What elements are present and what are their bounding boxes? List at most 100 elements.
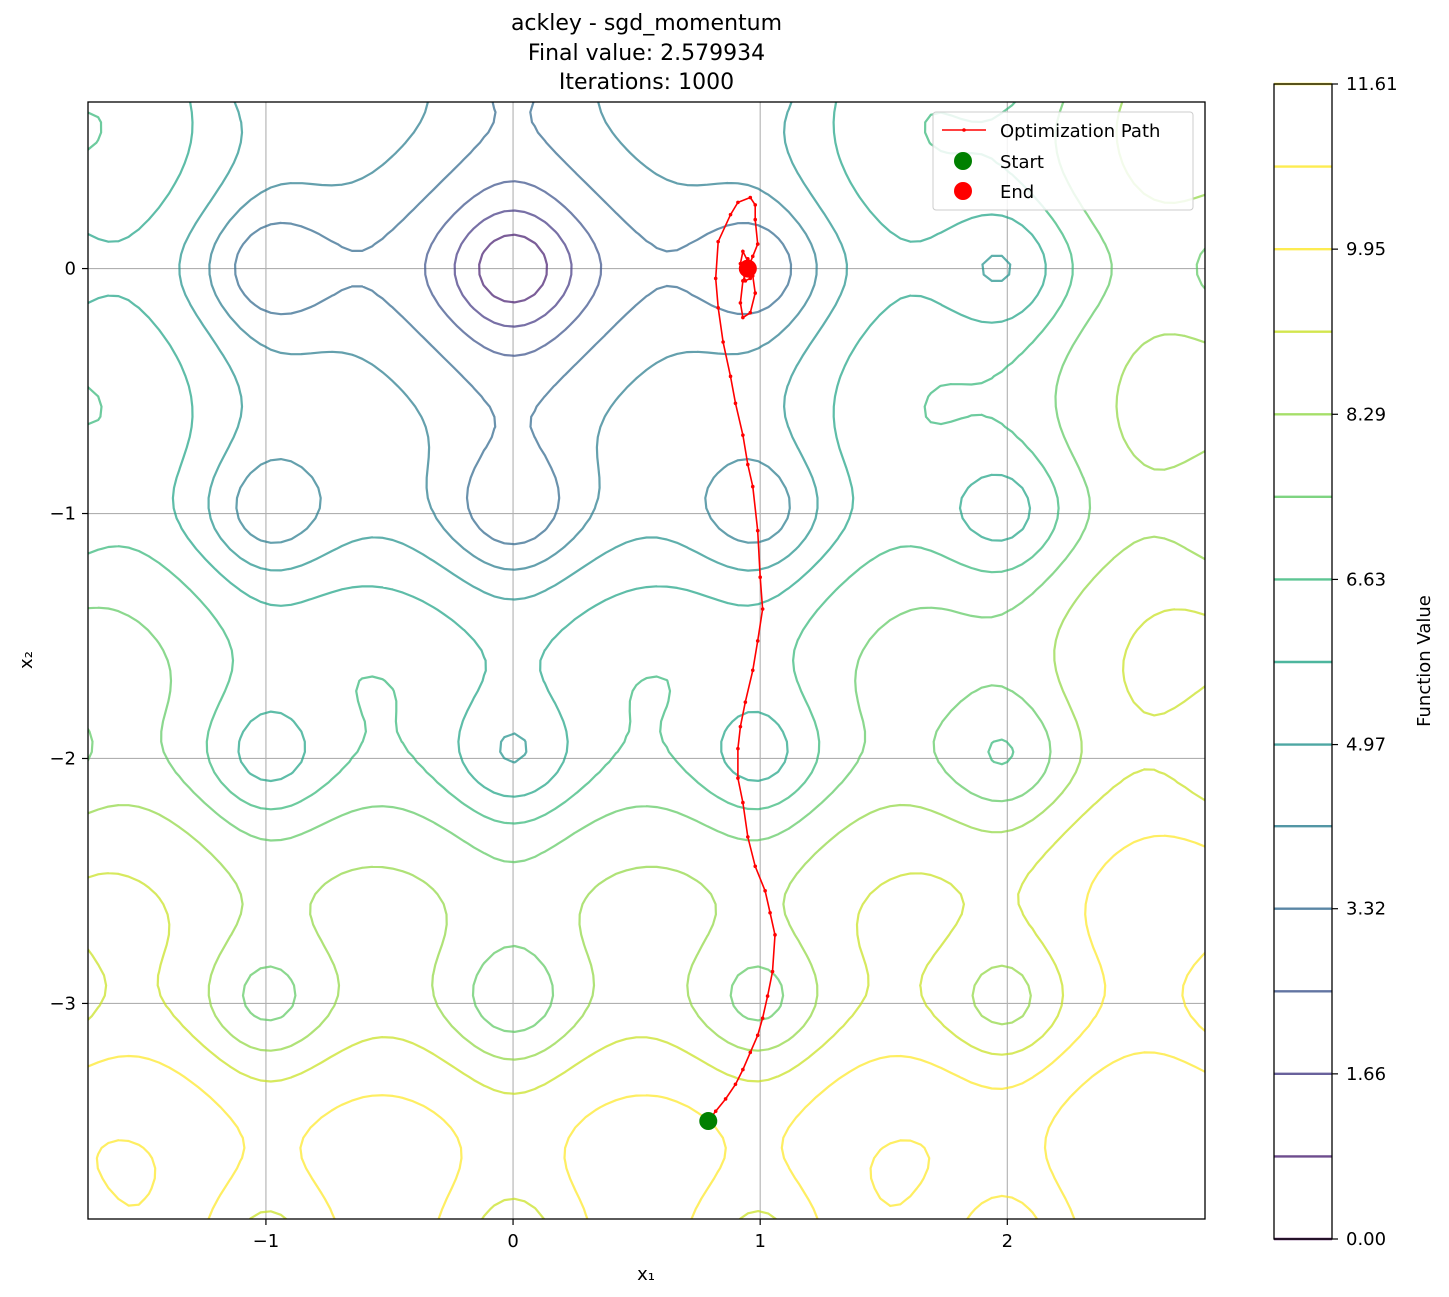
path-point	[765, 994, 770, 998]
path-point	[755, 639, 760, 643]
legend-label-path: Optimization Path	[1000, 121, 1160, 142]
colorbar-tick-label: 9.95	[1346, 239, 1386, 260]
x-tick-label: −1	[253, 1231, 280, 1252]
path-point	[716, 305, 720, 310]
contour-lines	[88, 102, 1205, 1219]
path-point	[743, 279, 748, 283]
chart-title-line-2: Final value: 2.579934	[527, 41, 766, 66]
colorbar-tick-label: 3.32	[1346, 899, 1386, 920]
colorbar-frame	[1273, 83, 1333, 1240]
colorbar-tick-label: 8.29	[1346, 404, 1386, 425]
path-point	[748, 1050, 753, 1055]
y-tick-label: −2	[49, 748, 76, 769]
path-point	[768, 911, 772, 915]
path-point	[760, 1016, 765, 1020]
legend-path-marker	[962, 128, 966, 132]
path-point	[748, 310, 753, 315]
path-point	[743, 700, 748, 704]
path-point	[733, 1082, 738, 1087]
path-point	[736, 746, 740, 751]
axis-ticks: −1 0 1 2 0 −1 −2 −3	[49, 259, 1013, 1252]
start-marker	[699, 1112, 718, 1131]
x-axis-label: x₁	[637, 1264, 655, 1285]
contour-level-3	[424, 180, 603, 357]
path-point	[770, 969, 775, 974]
contour-level-11	[88, 608, 1205, 1219]
path-point	[748, 276, 753, 281]
path-point	[713, 1109, 718, 1114]
plot-frame	[87, 101, 1206, 1220]
path-point	[713, 276, 718, 281]
path-point	[763, 888, 767, 893]
colorbar-tick-label: 0.00	[1346, 1229, 1386, 1250]
path-point	[736, 200, 740, 205]
y-tick-label: 0	[65, 259, 76, 280]
colorbar-ticks: 0.00 1.66 3.32 4.97 6.63 8.29 9.95 11.61	[1332, 74, 1398, 1250]
path-point	[753, 864, 758, 869]
optimization-path	[699, 195, 777, 1131]
path-point	[753, 217, 758, 222]
x-tick-label: 2	[1002, 1231, 1013, 1252]
path-point	[746, 462, 750, 467]
end-marker	[738, 259, 757, 278]
contour-level-5	[208, 102, 818, 571]
path-point	[733, 401, 738, 406]
legend-label-start: Start	[1000, 152, 1044, 173]
path-point	[753, 291, 758, 295]
colorbar-tick-label: 4.97	[1346, 735, 1386, 756]
path-point	[750, 668, 755, 673]
path-point	[748, 195, 753, 200]
path-point	[741, 315, 745, 320]
path-point	[738, 724, 743, 729]
path-point	[746, 835, 750, 839]
path-point	[741, 1067, 745, 1072]
y-axis-label: x₂	[16, 651, 37, 669]
path-point	[728, 374, 733, 379]
path-point	[728, 212, 733, 217]
contour-level-9	[88, 102, 1205, 1033]
path-point	[721, 340, 725, 344]
path-point	[755, 242, 760, 246]
contour-level-13	[95, 1051, 1205, 1219]
contour-level-7	[88, 102, 1047, 798]
legend-start-marker	[954, 152, 972, 170]
path-point	[753, 203, 758, 207]
path-point	[716, 239, 720, 244]
path-point	[741, 249, 745, 254]
path-point	[755, 1033, 760, 1038]
x-tick-label: 1	[754, 1231, 765, 1252]
contour-level-4	[234, 102, 793, 546]
path-point	[755, 528, 760, 533]
contour-level-1	[478, 233, 548, 304]
colorbar-level-lines	[1274, 82, 1332, 1241]
path-point	[741, 800, 745, 805]
contour-level-6	[178, 102, 1012, 764]
legend-label-end: End	[1000, 182, 1034, 203]
contour-level-12	[88, 834, 1205, 1219]
path-point	[750, 484, 755, 489]
colorbar-label: Function Value	[1414, 595, 1435, 727]
y-tick-label: −1	[49, 504, 76, 525]
colorbar-tick-label: 11.61	[1346, 74, 1398, 95]
path-point	[758, 575, 762, 580]
contour-level-10	[88, 102, 1205, 1061]
path-point	[723, 1097, 728, 1101]
path-point	[738, 301, 743, 305]
legend-box	[932, 111, 1194, 211]
optimization-path-line	[707, 196, 776, 1122]
colorbar-tick-label: 1.66	[1346, 1064, 1386, 1085]
grid-lines	[88, 102, 1205, 1219]
contour-level-2	[453, 209, 573, 328]
path-point	[760, 607, 765, 611]
chart-title-line-1: ackley - sgd_momentum	[510, 11, 783, 36]
legend: Optimization Path Start End	[932, 111, 1194, 211]
path-point	[741, 433, 745, 437]
x-tick-label: 0	[507, 1231, 518, 1252]
path-point	[750, 254, 755, 259]
y-tick-label: −3	[49, 993, 76, 1014]
path-point	[736, 776, 740, 780]
colorbar-tick-label: 6.63	[1346, 569, 1386, 590]
colorbar: 0.00 1.66 3.32 4.97 6.63 8.29 9.95 11.61 Functi…	[1273, 74, 1435, 1250]
path-point	[773, 933, 777, 937]
